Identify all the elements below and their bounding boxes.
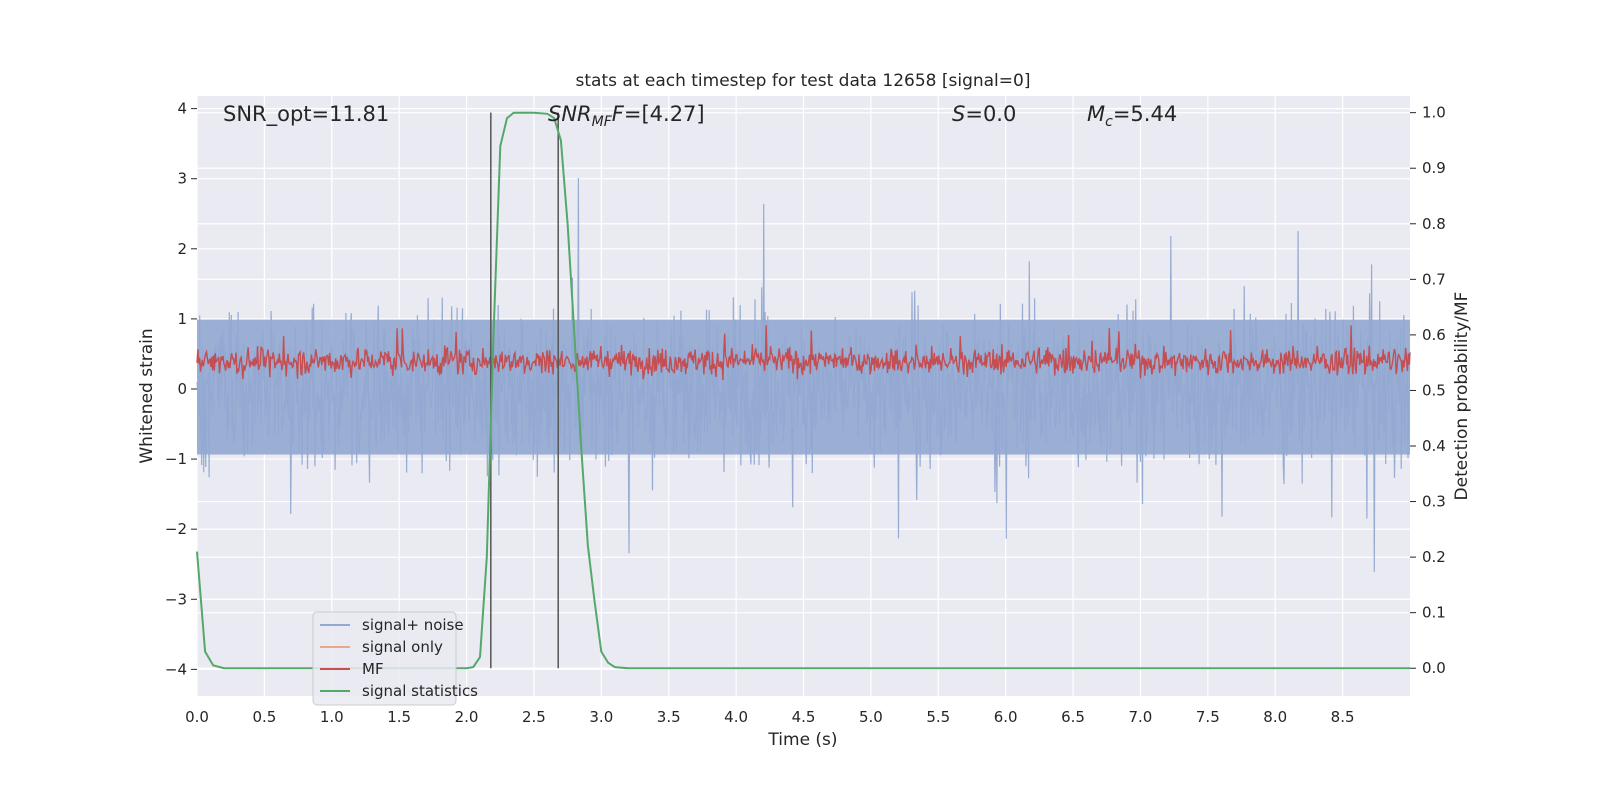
y-right-tick-label: 0.8 [1422, 215, 1446, 233]
y-tick-label: 0 [177, 380, 187, 398]
snr-mf-tail: =[4.27] [624, 102, 705, 126]
y-right-tick-label: 0.2 [1422, 548, 1446, 566]
y-right-tick-label: 0.6 [1422, 326, 1446, 344]
x-tick-label: 5.0 [859, 708, 883, 726]
y-right-tick-label: 0.0 [1422, 659, 1446, 677]
y-right-tick-label: 0.3 [1422, 493, 1446, 511]
legend-label-signal-only: signal only [362, 638, 443, 656]
snr-mf-annotation: SNRMFF=[4.27] [548, 102, 705, 130]
y-tick-label: −2 [165, 520, 187, 538]
y-axis-label-left: Whitened strain [137, 328, 157, 463]
y-right-tick-label: 0.1 [1422, 604, 1446, 622]
x-tick-label: 7.5 [1196, 708, 1220, 726]
mf-line [196, 325, 1411, 381]
y-ticks-right: 0.0 0.1 0.2 0.3 0.4 0.5 0.6 0.7 0.8 0.9 1.0 [1410, 104, 1446, 677]
snr-opt-annotation: SNR_opt=11.81 [223, 102, 389, 127]
y-tick-label: −3 [165, 590, 187, 608]
x-ticks: 0.0 0.5 1.0 1.5 2.0 2.5 3.0 3.5 4.0 4.5 5.0 5.5 6.0 6… [185, 708, 1354, 726]
legend-box [312, 611, 457, 706]
legend: signal+ noise signal only MF signal stat… [312, 611, 478, 706]
y-right-tick-label: 0.4 [1422, 437, 1446, 455]
x-axis-label: Time (s) [767, 730, 837, 750]
x-tick-label: 1.0 [320, 708, 344, 726]
x-tick-label: 1.5 [387, 708, 411, 726]
y-ticks-left: −4 −3 −2 −1 0 1 2 3 4 [165, 100, 197, 678]
x-tick-label: 0.5 [252, 708, 276, 726]
y-tick-label: −4 [165, 660, 187, 678]
x-tick-label: 2.5 [522, 708, 546, 726]
x-tick-label: 2.0 [455, 708, 479, 726]
mc-sub: c [1105, 114, 1113, 130]
mc-main: M [1087, 102, 1105, 126]
x-tick-label: 4.5 [792, 708, 816, 726]
x-tick-label: 6.0 [994, 708, 1018, 726]
x-tick-label: 0.0 [185, 708, 209, 726]
snr-mf-sub: MF [592, 114, 613, 130]
legend-label-signal-noise: signal+ noise [362, 616, 464, 634]
x-tick-label: 6.5 [1061, 708, 1085, 726]
snr-mf-main: SNR [548, 102, 592, 126]
y-right-tick-label: 1.0 [1422, 104, 1446, 122]
legend-label-mf: MF [362, 660, 384, 678]
signal-noise-core [197, 319, 1410, 455]
y-tick-label: 4 [177, 100, 187, 118]
snr-mf-f: F [612, 102, 625, 126]
y-tick-label: 1 [177, 310, 187, 328]
y-axis-label-right: Detection probability/MF [1452, 292, 1472, 501]
x-tick-label: 3.5 [657, 708, 681, 726]
x-tick-label: 7.0 [1129, 708, 1153, 726]
x-tick-label: 3.0 [589, 708, 613, 726]
legend-label-signal-statistics: signal statistics [362, 682, 478, 700]
s-tail: =0.0 [965, 102, 1016, 126]
y-tick-label: 3 [177, 170, 187, 188]
y-right-tick-label: 0.7 [1422, 270, 1446, 288]
x-tick-label: 8.5 [1331, 708, 1355, 726]
vertical-markers [490, 112, 559, 669]
y-right-tick-label: 0.5 [1422, 381, 1446, 399]
y-tick-label: −1 [165, 450, 187, 468]
y-tick-label: 2 [177, 240, 187, 258]
chart-title: stats at each timestep for test data 126… [576, 71, 1031, 91]
s-main: S [952, 102, 965, 126]
x-tick-label: 4.0 [724, 708, 748, 726]
y-right-tick-label: 0.9 [1422, 159, 1446, 177]
x-tick-label: 8.0 [1263, 708, 1287, 726]
mf-series [196, 325, 1411, 381]
x-tick-label: 5.5 [926, 708, 950, 726]
mc-annotation: Mc=5.44 [1087, 102, 1177, 130]
mc-tail: =5.44 [1113, 102, 1177, 126]
s-annotation: S=0.0 [952, 102, 1016, 126]
signal-noise-series [196, 177, 1411, 572]
